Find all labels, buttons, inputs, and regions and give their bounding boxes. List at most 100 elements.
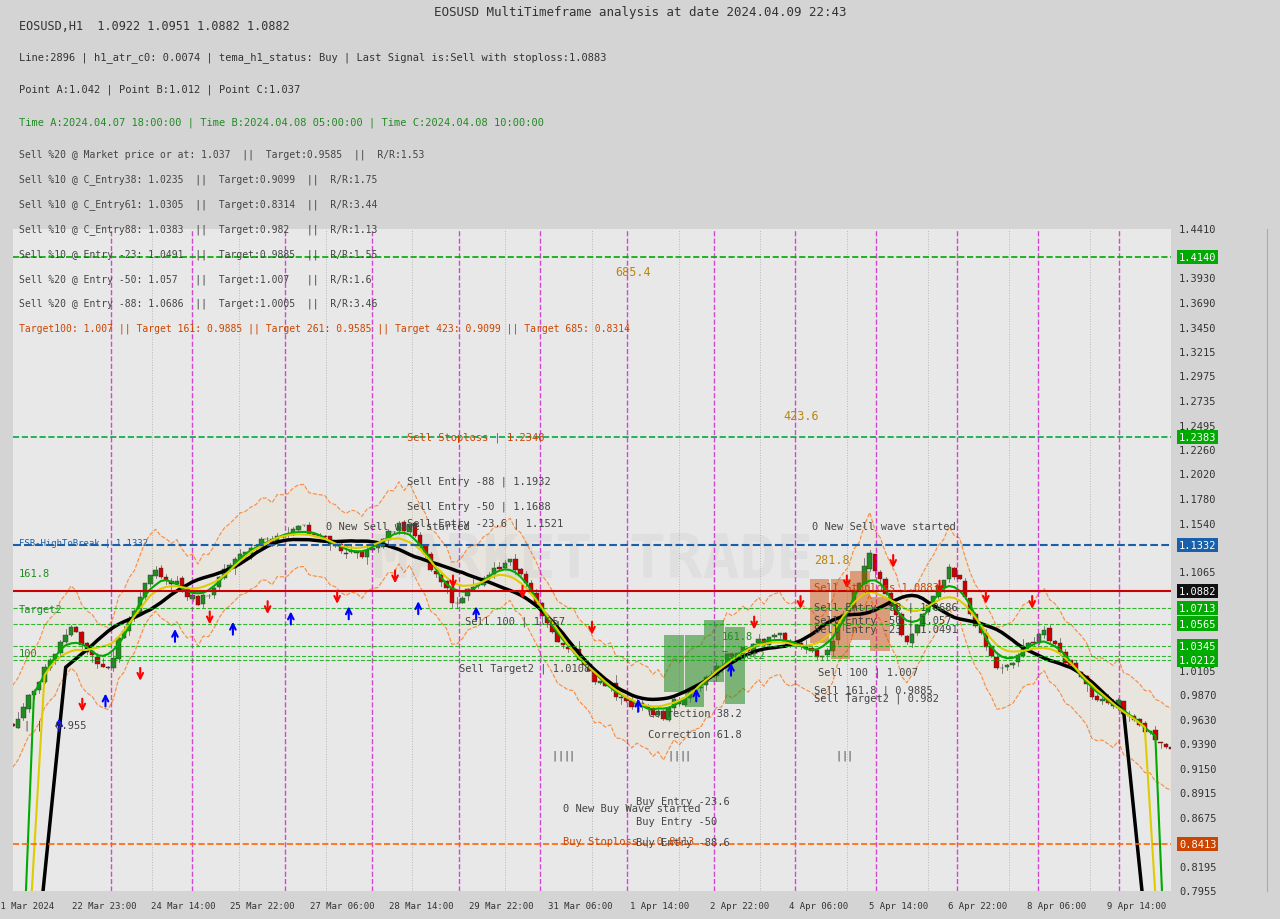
Text: |: | bbox=[563, 750, 570, 760]
Bar bbox=[756, 639, 760, 643]
Bar bbox=[243, 552, 248, 554]
Text: Sell Stoploss 1.0883: Sell Stoploss 1.0883 bbox=[814, 583, 940, 593]
Bar bbox=[58, 642, 63, 653]
Bar bbox=[481, 578, 486, 585]
Bar bbox=[1042, 630, 1047, 635]
Bar bbox=[810, 579, 829, 643]
Bar bbox=[566, 647, 571, 649]
Bar bbox=[1079, 672, 1083, 677]
Bar bbox=[461, 598, 465, 603]
Bar bbox=[841, 615, 846, 622]
Text: Sell %20 @ Entry -50: 1.057   ||  Target:1.007   ||  R/R:1.6: Sell %20 @ Entry -50: 1.057 || Target:1.… bbox=[19, 274, 371, 284]
Bar bbox=[662, 711, 666, 720]
Text: 1.2383: 1.2383 bbox=[1179, 433, 1216, 443]
Text: Sell Target2 | 0.982: Sell Target2 | 0.982 bbox=[814, 692, 940, 703]
Bar bbox=[1106, 698, 1110, 703]
Text: 1.2495: 1.2495 bbox=[1179, 421, 1216, 431]
Bar bbox=[238, 554, 242, 561]
Bar bbox=[365, 550, 370, 557]
Bar bbox=[540, 604, 544, 617]
Bar bbox=[682, 698, 687, 706]
Bar bbox=[449, 587, 454, 604]
Bar bbox=[667, 709, 671, 720]
Bar bbox=[159, 569, 163, 577]
Bar bbox=[582, 660, 586, 665]
Text: 6 Apr 22:00: 6 Apr 22:00 bbox=[948, 901, 1007, 910]
Text: 0.8915: 0.8915 bbox=[1179, 788, 1216, 798]
Bar bbox=[387, 532, 390, 540]
Bar bbox=[90, 652, 95, 655]
Bar bbox=[724, 654, 730, 667]
Text: 1.3690: 1.3690 bbox=[1179, 299, 1216, 309]
Text: 5 Apr 14:00: 5 Apr 14:00 bbox=[869, 901, 928, 910]
Bar bbox=[820, 657, 824, 658]
Text: Sell Entry -50 | 1.057: Sell Entry -50 | 1.057 bbox=[814, 615, 952, 625]
Bar bbox=[883, 579, 888, 594]
Bar bbox=[650, 708, 655, 716]
Bar bbox=[492, 568, 497, 573]
Bar bbox=[216, 577, 221, 587]
Bar bbox=[143, 584, 147, 597]
Bar bbox=[22, 708, 26, 719]
Bar bbox=[870, 597, 890, 651]
Bar bbox=[186, 589, 189, 597]
Bar bbox=[503, 563, 507, 568]
Text: Buy Entry -50: Buy Entry -50 bbox=[636, 816, 717, 826]
Text: 1 Apr 14:00: 1 Apr 14:00 bbox=[630, 901, 690, 910]
Text: Time A:2024.04.07 18:00:00 | Time B:2024.04.08 05:00:00 | Time C:2024.04.08 10:0: Time A:2024.04.07 18:00:00 | Time B:2024… bbox=[19, 118, 544, 128]
Bar bbox=[524, 574, 529, 584]
Bar bbox=[1101, 699, 1105, 701]
Bar bbox=[1032, 642, 1036, 643]
Bar bbox=[1037, 634, 1041, 643]
Bar bbox=[69, 627, 73, 636]
Text: 100: 100 bbox=[19, 648, 37, 658]
Bar bbox=[593, 671, 596, 682]
Bar bbox=[223, 570, 227, 578]
Text: Sell 100 | 1.057: Sell 100 | 1.057 bbox=[465, 616, 564, 626]
Bar bbox=[995, 657, 998, 668]
Bar bbox=[1005, 665, 1010, 668]
Bar bbox=[211, 588, 216, 596]
Bar bbox=[333, 543, 338, 546]
Bar bbox=[79, 632, 83, 646]
Bar bbox=[296, 527, 301, 530]
Bar bbox=[64, 636, 68, 642]
Bar bbox=[154, 571, 157, 576]
Text: 1.4410: 1.4410 bbox=[1179, 225, 1216, 234]
Text: 1.2975: 1.2975 bbox=[1179, 372, 1216, 381]
Bar bbox=[767, 638, 772, 645]
Text: MARKET TRADE: MARKET TRADE bbox=[371, 531, 813, 590]
Bar bbox=[989, 646, 993, 656]
Bar bbox=[545, 616, 549, 623]
Bar bbox=[814, 651, 819, 658]
Text: 1.0713: 1.0713 bbox=[1179, 604, 1216, 614]
Text: |: | bbox=[568, 750, 575, 760]
Text: 685.4: 685.4 bbox=[616, 266, 650, 278]
Bar bbox=[664, 636, 684, 692]
Text: 1.2260: 1.2260 bbox=[1179, 445, 1216, 455]
Bar bbox=[900, 615, 904, 635]
Bar bbox=[863, 567, 867, 584]
Text: Buy Stoploss | 0.8413: Buy Stoploss | 0.8413 bbox=[563, 835, 694, 846]
Text: 21 Mar 2024: 21 Mar 2024 bbox=[0, 901, 54, 910]
Bar bbox=[735, 653, 740, 657]
Bar bbox=[942, 581, 946, 588]
Text: 1.1065: 1.1065 bbox=[1179, 568, 1216, 578]
Bar bbox=[486, 575, 492, 578]
Text: |: | bbox=[847, 750, 852, 760]
Bar bbox=[291, 529, 296, 535]
Bar bbox=[762, 639, 767, 645]
Bar bbox=[233, 560, 237, 568]
Text: Buy Entry -23.6: Buy Entry -23.6 bbox=[636, 796, 730, 806]
Bar bbox=[253, 546, 259, 547]
Text: Point A:1.042 | Point B:1.012 | Point C:1.037: Point A:1.042 | Point B:1.012 | Point C:… bbox=[19, 85, 301, 96]
Bar bbox=[169, 582, 174, 584]
Bar bbox=[550, 624, 554, 632]
Text: |: | bbox=[841, 750, 847, 760]
Bar bbox=[809, 649, 814, 652]
Text: 423.6: 423.6 bbox=[783, 409, 819, 423]
Bar bbox=[412, 524, 417, 536]
Bar bbox=[270, 539, 274, 544]
Bar bbox=[260, 539, 264, 548]
Bar bbox=[772, 635, 777, 637]
